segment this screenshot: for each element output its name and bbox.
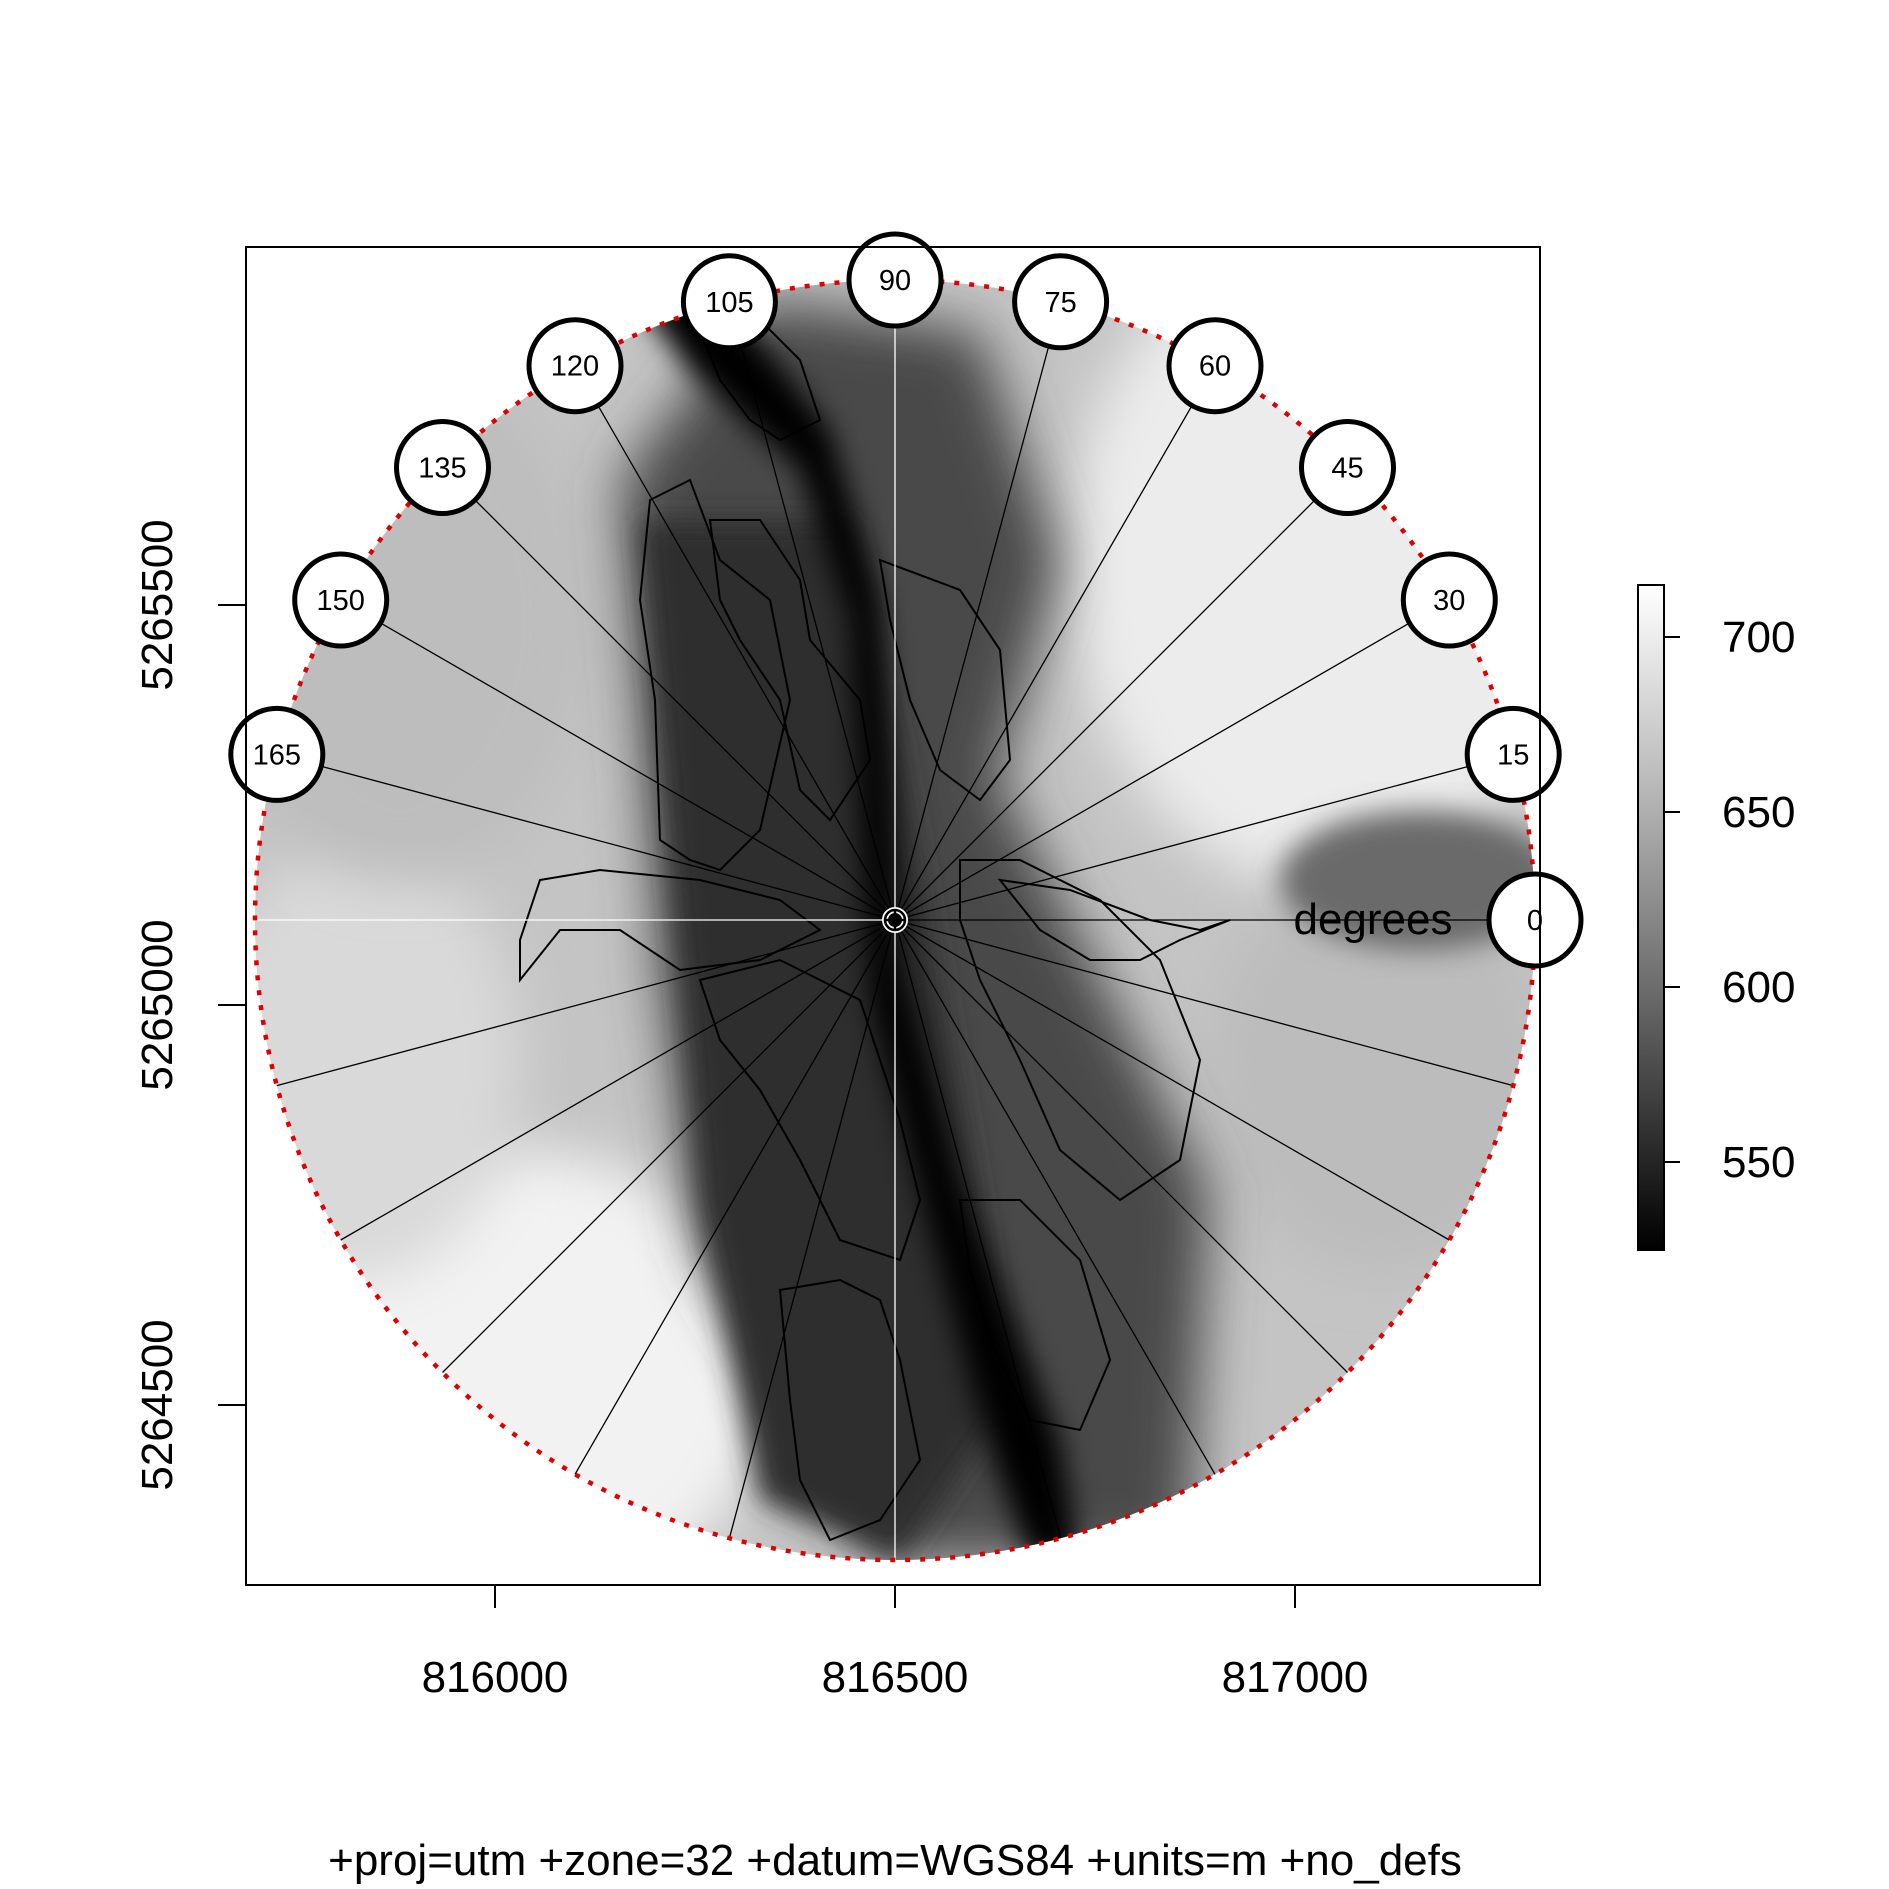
- angle-badge-circle: [1299, 419, 1396, 516]
- angle-badge-30: 30: [1400, 551, 1498, 649]
- x-tick-label: 816000: [422, 1653, 569, 1702]
- angle-badge-label: 135: [418, 453, 466, 485]
- ray-75: [894, 301, 1062, 921]
- ray-45: [894, 467, 1348, 921]
- angle-badge-45: 45: [1299, 419, 1396, 516]
- angle-badge-75: 75: [1012, 253, 1110, 351]
- y-tick-label: 5265500: [133, 519, 182, 690]
- center-point-marker: [882, 907, 908, 933]
- ray-195: [276, 919, 896, 1087]
- angle-badge-15: 15: [1464, 705, 1562, 803]
- angle-badge-circle: [292, 551, 390, 649]
- ray-240: [574, 919, 896, 1475]
- landuse-outlines: [519, 318, 1231, 1542]
- angle-badge-label: 150: [317, 585, 365, 617]
- angle-badge-circle: [1486, 871, 1584, 969]
- angle-badge-90: 90: [846, 231, 944, 329]
- angle-badge-label: 60: [1199, 351, 1231, 383]
- ray-300: [894, 919, 1216, 1475]
- ray-225: [442, 919, 896, 1373]
- angle-unit-label: degrees: [1293, 895, 1452, 944]
- ray-15: [894, 753, 1514, 921]
- ray-30: [894, 599, 1450, 921]
- angle-badge-60: 60: [1166, 317, 1264, 415]
- x-tick-label: 816500: [822, 1653, 969, 1702]
- colorbar-tick-label: 650: [1722, 788, 1795, 837]
- x-tick-label: 817000: [1222, 1653, 1369, 1702]
- angle-badge-circle: [1012, 253, 1110, 351]
- angle-badge-circle: [228, 705, 326, 803]
- angle-badge-circle: [1400, 551, 1498, 649]
- ray-120: [574, 365, 896, 921]
- angle-badge-label: 165: [253, 739, 301, 771]
- colorbar-gradient: [1637, 584, 1665, 1251]
- angle-badge-label: 15: [1497, 739, 1529, 771]
- ray-135: [442, 467, 896, 921]
- y-tick-label: 5265000: [133, 919, 182, 1090]
- angle-badge-165: 165: [228, 705, 326, 803]
- angle-badge-circle: [394, 419, 491, 516]
- angle-badge-label: 105: [705, 287, 753, 319]
- angle-badge-label: 30: [1433, 585, 1465, 617]
- y-axis: [218, 604, 247, 1406]
- y-tick-label: 5264500: [133, 1319, 182, 1490]
- angle-badge-circle: [1464, 705, 1562, 803]
- ray-210: [340, 919, 896, 1241]
- angle-badge-label: 120: [551, 351, 599, 383]
- angle-badge-label: 75: [1044, 287, 1076, 319]
- angle-badges: 0 15 30 45 60 75 90 105 120 135 150 165: [228, 231, 1584, 969]
- angle-badge-0: 0: [1486, 871, 1584, 969]
- colorbar-tick-label: 600: [1722, 963, 1795, 1012]
- angle-badge-circle: [680, 253, 778, 351]
- angle-badge-circle: [526, 317, 624, 415]
- radial-rays: [255, 280, 1535, 1560]
- angle-badge-label: 90: [879, 265, 911, 297]
- angle-badge-circle: [1166, 317, 1264, 415]
- crs-caption: +proj=utm +zone=32 +datum=WGS84 +units=m…: [328, 1836, 1462, 1885]
- angle-badge-105: 105: [680, 253, 778, 351]
- ray-255: [728, 919, 896, 1539]
- ray-150: [340, 599, 896, 921]
- colorbar-legend: 550 600 650 700: [1637, 584, 1795, 1251]
- colorbar-tick-label: 550: [1722, 1138, 1795, 1187]
- angle-badge-150: 150: [292, 551, 390, 649]
- ray-60: [894, 365, 1216, 921]
- ray-330: [894, 919, 1450, 1241]
- angle-badge-120: 120: [526, 317, 624, 415]
- ray-315: [894, 919, 1348, 1373]
- ray-105: [728, 301, 896, 921]
- colorbar-tick-label: 700: [1722, 613, 1795, 662]
- ray-285: [894, 919, 1062, 1539]
- ray-345: [894, 919, 1514, 1087]
- angle-badge-135: 135: [394, 419, 491, 516]
- angle-badge-circle: [846, 231, 944, 329]
- angle-badge-label: 45: [1331, 453, 1363, 485]
- ray-165: [276, 753, 896, 921]
- x-axis: [494, 1584, 1296, 1608]
